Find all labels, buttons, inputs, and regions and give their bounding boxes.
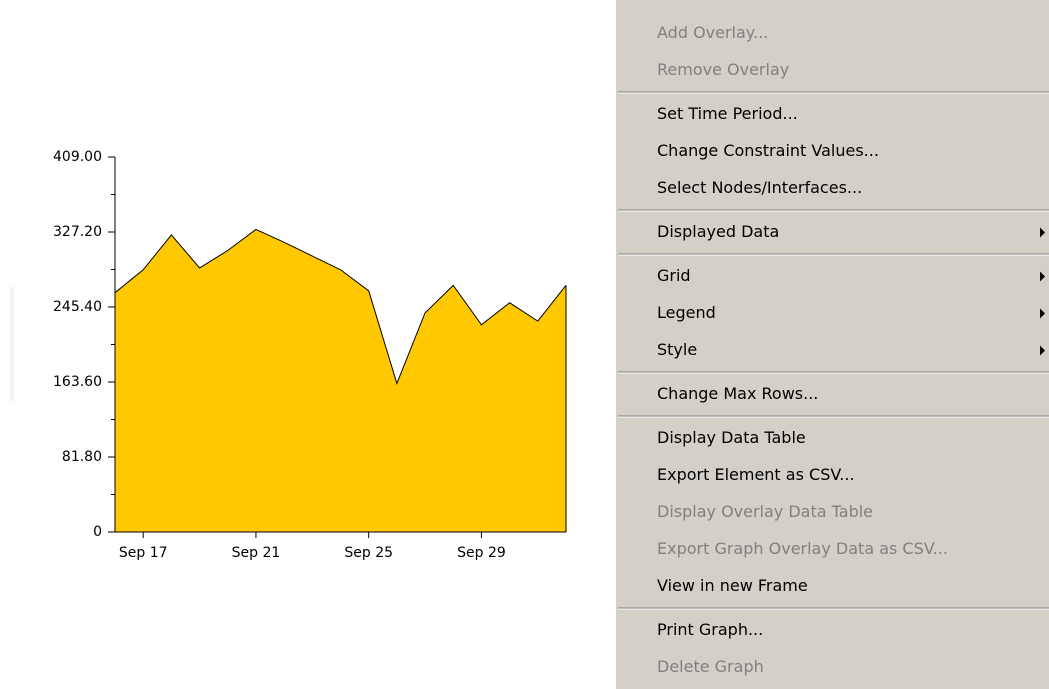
area-fill <box>115 229 566 532</box>
menu-item: Delete Graph <box>657 657 764 676</box>
menu-item[interactable]: Displayed Data <box>657 222 779 241</box>
menu-item[interactable]: Style <box>657 340 697 359</box>
y-tick-label: 409.00 <box>53 149 102 165</box>
menu-item[interactable]: Display Data Table <box>657 428 806 447</box>
menu-item[interactable]: Select Nodes/Interfaces... <box>657 178 862 197</box>
x-tick-label: Sep 29 <box>457 545 506 561</box>
y-tick-label: 163.60 <box>53 374 102 390</box>
menu-item[interactable]: Change Max Rows... <box>657 384 818 403</box>
x-tick-label: Sep 21 <box>232 545 281 561</box>
submenu-arrow <box>1040 308 1045 319</box>
menu-item[interactable]: Grid <box>657 266 691 285</box>
y-tick-label: 327.20 <box>53 224 102 240</box>
menu-item: Remove Overlay <box>657 60 789 79</box>
context-menu <box>615 0 1049 689</box>
menu-item[interactable]: Change Constraint Values... <box>657 141 879 160</box>
menu-item: Display Overlay Data Table <box>657 502 873 521</box>
submenu-arrow <box>1040 227 1045 238</box>
menu-item[interactable]: View in new Frame <box>657 576 808 595</box>
submenu-arrow <box>1040 345 1045 356</box>
menu-item[interactable]: Export Element as CSV... <box>657 465 854 484</box>
menu-item[interactable]: Legend <box>657 303 716 322</box>
menu-item[interactable]: Set Time Period... <box>657 104 798 123</box>
y-tick-label: 245.40 <box>53 299 102 315</box>
x-tick-label: Sep 25 <box>344 545 393 561</box>
decoration <box>10 287 14 401</box>
submenu-arrow <box>1040 271 1045 282</box>
menu-item: Add Overlay... <box>657 23 768 42</box>
y-tick-label: 81.80 <box>62 449 102 465</box>
area-line <box>114 228 567 385</box>
y-tick-label: 0 <box>93 524 102 540</box>
menu-item[interactable]: Print Graph... <box>657 620 763 639</box>
x-tick-label: Sep 17 <box>119 545 168 561</box>
menu-item: Export Graph Overlay Data as CSV... <box>657 539 948 558</box>
